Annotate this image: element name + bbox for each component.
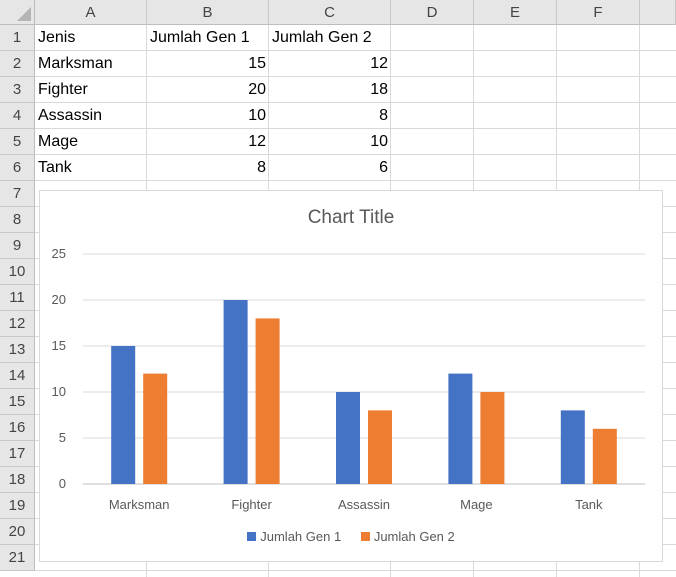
bar-series-1-fighter[interactable] [223,300,248,484]
row-header-20[interactable]: 20 [0,519,35,545]
data-cell[interactable]: Tank [38,159,72,176]
x-category-label: Fighter [231,497,272,512]
header-cell[interactable]: Jumlah Gen 2 [272,29,372,46]
y-tick-label: 15 [52,338,66,353]
column-header-b[interactable]: B [147,0,269,25]
data-cell[interactable]: 6 [379,159,388,176]
data-cell[interactable]: 8 [257,159,266,176]
legend-swatch-series-2 [360,532,370,542]
y-tick-label: 25 [52,246,66,261]
row-header-16[interactable]: 16 [0,415,35,441]
bar-series-2-mage[interactable] [480,392,505,484]
column-header-d[interactable]: D [391,0,474,25]
data-cell[interactable]: 18 [370,81,388,98]
row-header-6[interactable]: 6 [0,155,35,181]
bar-series-1-tank[interactable] [560,410,585,484]
row-header-2[interactable]: 2 [0,51,35,77]
row-header-13[interactable]: 13 [0,337,35,363]
data-cell[interactable]: 12 [248,133,266,150]
row-header-8[interactable]: 8 [0,207,35,233]
chart-title[interactable]: Chart Title [307,207,395,228]
row-header-11[interactable]: 11 [0,285,35,311]
row-header-12[interactable]: 12 [0,311,35,337]
legend-label-series-2: Jumlah Gen 2 [373,529,455,544]
data-cell[interactable]: Fighter [38,81,88,98]
data-cell[interactable]: 8 [379,107,388,124]
bar-series-2-fighter[interactable] [255,318,280,484]
bar-series-2-assassin[interactable] [368,410,392,484]
y-tick-label: 10 [52,384,66,399]
chart-plot-area: 0 5 10 15 20 25 Marksman Fighter Assassin Mage Tan… [52,246,645,512]
data-cell[interactable]: 10 [370,133,388,150]
row-header-9[interactable]: 9 [0,233,35,259]
legend-item-series-2: Jumlah Gen 2 [360,529,455,544]
row-header-15[interactable]: 15 [0,389,35,415]
data-cell[interactable]: Mage [38,133,79,150]
gridline-horizontal [35,102,676,103]
legend-item-series-1: Jumlah Gen 1 [247,529,341,544]
column-header-e[interactable]: E [474,0,557,25]
gridline-horizontal [35,76,676,77]
x-category-label: Marksman [109,497,170,512]
header-cell[interactable]: Jumlah Gen 1 [150,29,250,46]
legend-swatch-series-1 [247,532,257,542]
header-cell[interactable]: Jenis [38,29,76,46]
column-header-f[interactable]: F [557,0,640,25]
column-header-c[interactable]: C [269,0,391,25]
data-cell[interactable]: 20 [248,81,266,98]
row-header-3[interactable]: 3 [0,77,35,103]
y-tick-label: 20 [52,292,66,307]
row-header-7[interactable]: 7 [0,181,35,207]
x-category-label: Tank [575,497,603,512]
row-header-21[interactable]: 21 [0,545,35,571]
gridline-horizontal [35,128,676,129]
column-header-partial[interactable] [640,0,676,25]
gridline-horizontal [35,50,676,51]
gridline-horizontal [35,154,676,155]
gridline-horizontal [35,180,676,181]
legend-label-series-1: Jumlah Gen 1 [260,529,342,544]
data-cell[interactable]: 15 [248,55,266,72]
bar-series-1-assassin[interactable] [336,392,360,484]
row-header-18[interactable]: 18 [0,467,35,493]
bar-series-1-mage[interactable] [448,373,473,484]
y-tick-label: 5 [59,430,66,445]
row-header-1[interactable]: 1 [0,25,35,51]
row-header-17[interactable]: 17 [0,441,35,467]
bar-series-2-marksman[interactable] [143,373,168,484]
bar-series-2-tank[interactable] [592,428,617,484]
row-header-14[interactable]: 14 [0,363,35,389]
x-category-label: Assassin [338,497,390,512]
data-cell[interactable]: 10 [248,107,266,124]
data-cell[interactable]: 12 [370,55,388,72]
select-all-triangle-icon [17,7,31,21]
row-header-5[interactable]: 5 [0,129,35,155]
column-header-a[interactable]: A [35,0,147,25]
embedded-column-chart[interactable]: Chart Title 0 5 10 15 20 25 Marksman Fighter Ass… [39,190,663,562]
x-category-label: Mage [460,497,493,512]
gridline-horizontal [35,570,676,571]
bar-series-1-marksman[interactable] [111,346,136,484]
select-all-corner[interactable] [0,0,35,25]
row-header-4[interactable]: 4 [0,103,35,129]
data-cell[interactable]: Marksman [38,55,113,72]
chart-legend[interactable]: Jumlah Gen 1 Jumlah Gen 2 [40,529,662,544]
row-header-19[interactable]: 19 [0,493,35,519]
data-cell[interactable]: Assassin [38,107,103,124]
y-tick-label: 0 [59,476,66,491]
row-header-10[interactable]: 10 [0,259,35,285]
